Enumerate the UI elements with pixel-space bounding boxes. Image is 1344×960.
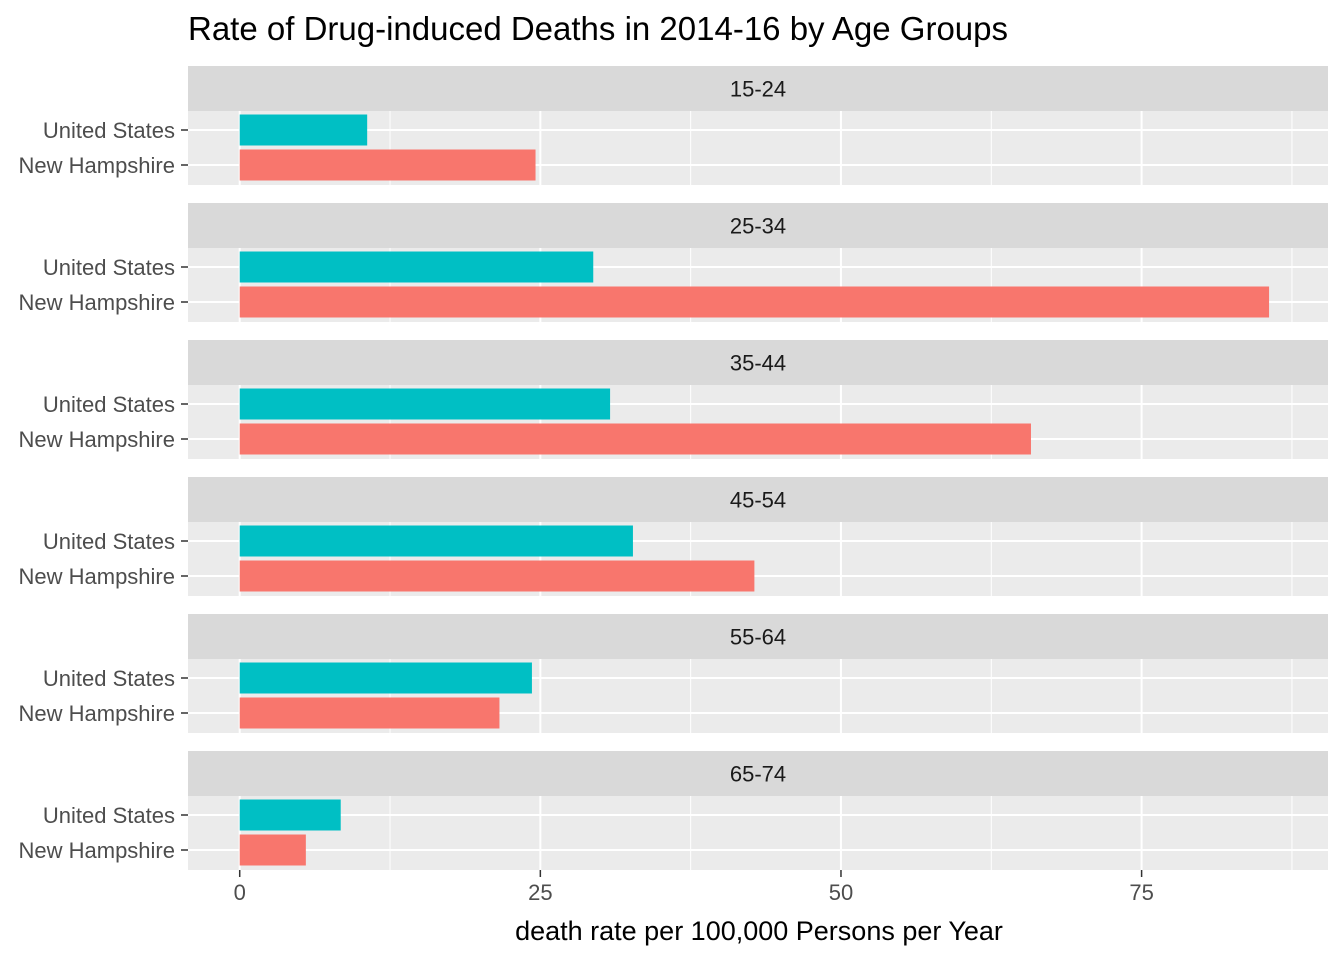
- x-axis: 0 25 50 75: [234, 870, 1154, 905]
- bar-united-states: [239, 251, 594, 283]
- y-tick-label: United States: [43, 529, 175, 554]
- facet-strip: [188, 477, 1328, 522]
- facet-strip-label: 35-44: [730, 351, 786, 376]
- facet-55-64: 55-64 United States New Hampshire: [19, 614, 1328, 733]
- x-tick-label: 0: [234, 880, 246, 905]
- y-tick-label: United States: [43, 392, 175, 417]
- facet-65-74: 65-74 United States New Hampshire: [19, 751, 1328, 870]
- x-tick-label: 50: [829, 880, 853, 905]
- facet-panel-background: [188, 796, 1328, 870]
- bar-new-hampshire: [239, 149, 536, 181]
- x-axis-label: death rate per 100,000 Persons per Year: [515, 916, 1003, 946]
- y-tick-label: New Hampshire: [19, 564, 176, 589]
- x-tick-label: 25: [528, 880, 552, 905]
- bar-united-states: [239, 662, 532, 694]
- facet-strip-label: 55-64: [730, 625, 786, 650]
- facet-25-34: 25-34 United States New Hampshire: [19, 203, 1328, 322]
- bar-united-states: [239, 388, 611, 420]
- facet-strip-label: 65-74: [730, 762, 786, 787]
- y-tick-label: United States: [43, 666, 175, 691]
- bar-new-hampshire: [239, 423, 1031, 455]
- x-tick-label: 75: [1129, 880, 1153, 905]
- y-tick-label: New Hampshire: [19, 290, 176, 315]
- facet-strip: [188, 751, 1328, 796]
- y-tick-label: New Hampshire: [19, 427, 176, 452]
- y-tick-label: New Hampshire: [19, 838, 176, 863]
- facet-strip-label: 45-54: [730, 488, 786, 513]
- facet-panels: 15-24 United States New Hampshire 25-34 Unit…: [19, 66, 1328, 870]
- facet-strip: [188, 340, 1328, 385]
- facet-strip: [188, 66, 1328, 111]
- bar-new-hampshire: [239, 697, 500, 729]
- facet-strip-label: 15-24: [730, 77, 786, 102]
- bar-new-hampshire: [239, 560, 755, 592]
- y-tick-label: United States: [43, 118, 175, 143]
- y-tick-label: New Hampshire: [19, 153, 176, 178]
- bar-united-states: [239, 114, 368, 146]
- bar-united-states: [239, 799, 341, 831]
- facet-15-24: 15-24 United States New Hampshire: [19, 66, 1328, 185]
- facet-strip: [188, 203, 1328, 248]
- y-tick-label: United States: [43, 803, 175, 828]
- y-tick-label: United States: [43, 255, 175, 280]
- facet-35-44: 35-44 United States New Hampshire: [19, 340, 1328, 459]
- facet-strip-label: 25-34: [730, 214, 786, 239]
- facet-strip: [188, 614, 1328, 659]
- facet-45-54: 45-54 United States New Hampshire: [19, 477, 1328, 596]
- chart-title: Rate of Drug-induced Deaths in 2014-16 b…: [188, 10, 1009, 47]
- bar-new-hampshire: [239, 286, 1270, 318]
- y-tick-label: New Hampshire: [19, 701, 176, 726]
- bar-united-states: [239, 525, 633, 557]
- bar-new-hampshire: [239, 834, 306, 866]
